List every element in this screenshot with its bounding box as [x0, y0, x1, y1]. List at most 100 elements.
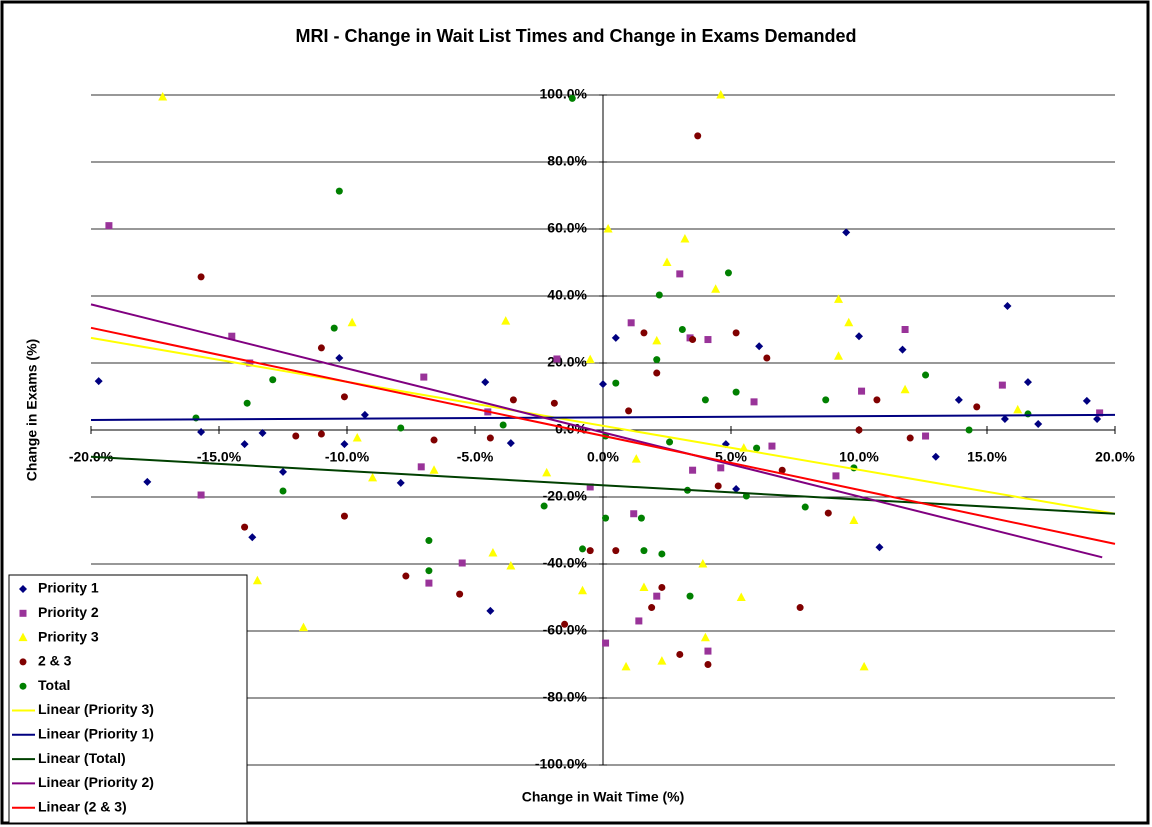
- point: [965, 426, 973, 434]
- point: [666, 438, 674, 446]
- point: [1003, 302, 1012, 311]
- point: [686, 592, 694, 600]
- point: [778, 466, 786, 474]
- point: [732, 329, 740, 337]
- point: [653, 592, 661, 600]
- point: [689, 466, 697, 474]
- point: [586, 547, 594, 555]
- point: [922, 371, 930, 379]
- point: [801, 503, 809, 511]
- trend-line: [90, 336, 1116, 515]
- point: [429, 465, 439, 474]
- point: [898, 345, 907, 354]
- point: [1096, 409, 1104, 417]
- point: [711, 284, 721, 293]
- point: [425, 567, 433, 575]
- point: [292, 432, 300, 440]
- point: [732, 388, 740, 396]
- point: [335, 187, 343, 195]
- x-tick-label: 10.0%: [839, 449, 879, 465]
- y-tick-label: 20.0%: [547, 354, 587, 370]
- point: [509, 396, 517, 404]
- x-tick-label: -15.0%: [197, 449, 242, 465]
- point: [402, 572, 410, 580]
- point: [241, 523, 249, 531]
- point: [228, 332, 236, 340]
- point: [279, 467, 287, 476]
- point: [540, 502, 548, 510]
- point: [105, 222, 113, 230]
- point: [352, 433, 362, 442]
- legend-marker: [19, 682, 27, 690]
- point: [488, 547, 498, 557]
- point: [724, 269, 732, 277]
- legend-box: [8, 574, 248, 824]
- point: [625, 407, 633, 415]
- point: [458, 559, 466, 567]
- legend-label: 2 & 3: [38, 653, 72, 669]
- point: [340, 512, 348, 520]
- point: [1082, 396, 1091, 405]
- point: [901, 326, 909, 333]
- legend-label: Priority 3: [38, 628, 99, 644]
- point: [481, 378, 490, 387]
- point: [931, 452, 940, 461]
- legend: Priority 1 Priority 2 Priority 3 2 & 3 Total…: [8, 574, 248, 824]
- legend-label: Linear (Priority 1): [38, 726, 154, 742]
- point: [486, 606, 495, 615]
- y-tick-label: 40.0%: [547, 287, 587, 303]
- point: [652, 335, 662, 345]
- legend-marker: [18, 632, 28, 642]
- point: [252, 575, 262, 585]
- point: [1013, 404, 1023, 414]
- legend-label: Linear (2 & 3): [38, 798, 127, 814]
- point: [714, 482, 722, 490]
- point: [750, 398, 758, 406]
- point: [662, 257, 672, 266]
- trend-line: [90, 455, 1116, 515]
- point: [197, 273, 205, 281]
- point: [631, 454, 641, 463]
- point: [716, 90, 726, 99]
- y-tick-label: 60.0%: [547, 220, 587, 236]
- point: [900, 384, 910, 394]
- point: [635, 617, 643, 625]
- point: [542, 467, 552, 477]
- point: [158, 92, 168, 101]
- x-tick-label: 15.0%: [967, 449, 1007, 465]
- point: [499, 421, 507, 429]
- point: [1093, 414, 1102, 423]
- x-tick-label: -5.0%: [457, 449, 494, 465]
- point: [258, 429, 267, 438]
- y-tick-label: -80.0%: [543, 689, 588, 705]
- y-tick-label: -40.0%: [543, 555, 588, 571]
- point: [579, 545, 587, 553]
- point: [550, 399, 558, 407]
- point: [653, 369, 661, 377]
- point: [844, 317, 854, 327]
- point: [420, 373, 428, 381]
- point: [906, 434, 914, 442]
- point: [578, 585, 588, 595]
- point: [317, 344, 325, 352]
- point: [317, 430, 325, 438]
- point: [602, 514, 610, 522]
- legend-label: Linear (Priority 3): [38, 701, 154, 717]
- point: [680, 234, 690, 243]
- y-tick-label: -20.0%: [543, 488, 588, 504]
- point: [586, 483, 594, 491]
- point: [1024, 410, 1032, 418]
- point: [630, 510, 638, 518]
- point: [763, 354, 771, 362]
- point: [875, 543, 884, 552]
- point: [340, 440, 349, 449]
- point: [704, 661, 712, 668]
- point: [689, 336, 697, 344]
- point: [954, 395, 963, 404]
- point: [849, 515, 859, 524]
- point: [611, 333, 620, 342]
- point: [704, 647, 712, 655]
- point: [834, 351, 844, 360]
- point: [701, 396, 709, 404]
